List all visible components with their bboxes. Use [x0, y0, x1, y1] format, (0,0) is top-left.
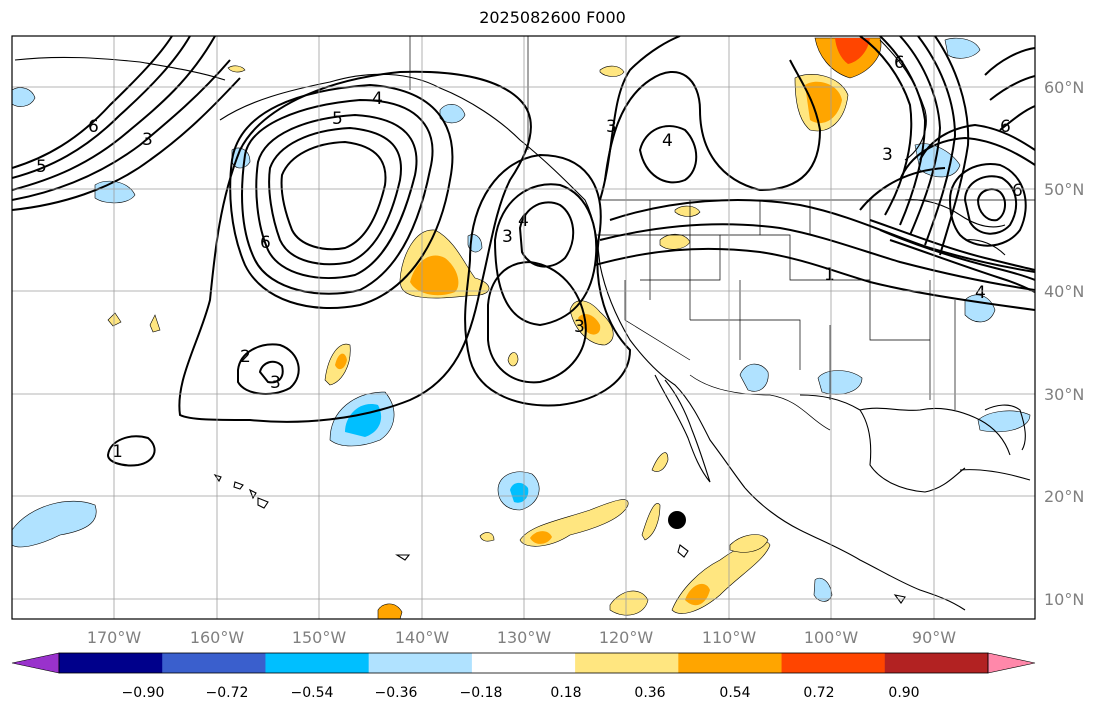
storm-position-dot — [668, 511, 686, 529]
contour-label: 3 — [606, 117, 617, 137]
colorbar-segment — [471, 653, 576, 673]
contour-label: 3 — [574, 317, 585, 337]
colorbar-frame — [58, 652, 989, 674]
contour-label: 5 — [36, 157, 47, 177]
contour-label: 1 — [824, 265, 835, 285]
contour-label-group: 6 5 4 5 6 3 2 3 1 4 3 3 3 4 1 3 6 6 6 4 — [36, 53, 1023, 462]
contour-label: 3 — [502, 227, 513, 247]
contour-label: 6 — [894, 53, 905, 73]
positive-patch — [599, 65, 625, 77]
longitude-label: 120°W — [599, 628, 654, 647]
colorbar-segment — [162, 653, 266, 673]
gridlines — [12, 36, 1035, 619]
positive-patch — [729, 534, 769, 553]
contour-label: 3 — [270, 373, 281, 393]
contour-label: 6 — [88, 117, 99, 137]
colorbar-tick-label: −0.90 — [122, 685, 165, 701]
longitude-label: 160°W — [190, 628, 245, 647]
positive-patch — [479, 532, 495, 542]
contour-label: 4 — [518, 211, 529, 231]
positive-patch — [805, 81, 842, 124]
latitude-label: 60°N — [1044, 78, 1084, 97]
latitude-label: 50°N — [1044, 180, 1084, 199]
positive-patch — [674, 205, 701, 217]
colorbar-extend-low — [11, 652, 60, 674]
colorbar-segment — [781, 653, 886, 673]
positive-patch — [149, 314, 161, 333]
longitude-label: 140°W — [395, 628, 450, 647]
contour-label: 2 — [240, 347, 251, 367]
positive-patch — [685, 583, 710, 606]
latitude-label: 10°N — [1044, 590, 1084, 609]
positive-patch — [835, 38, 870, 64]
positive-patch — [227, 65, 246, 73]
colorbar-tick-label: 0.90 — [888, 685, 919, 701]
longitude-label: 90°W — [912, 628, 956, 647]
colorbar-segment — [884, 653, 989, 673]
colorbar-tick-label: −0.36 — [375, 685, 418, 701]
longitude-label: 130°W — [497, 628, 552, 647]
longitude-label: 110°W — [702, 628, 757, 647]
contour-label: 3 — [142, 130, 153, 150]
latitude-label: 40°N — [1044, 282, 1084, 301]
colorbar-segment — [368, 653, 473, 673]
contour-label: 4 — [372, 89, 383, 109]
latitude-label: 30°N — [1044, 385, 1084, 404]
negative-patch — [12, 500, 97, 548]
map-title: 2025082600 F000 — [479, 8, 626, 27]
boundaries — [409, 36, 1035, 431]
colorbar — [11, 652, 1036, 674]
colorbar-segment — [678, 653, 783, 673]
positive-patch — [530, 531, 552, 544]
colorbar-segment — [59, 653, 163, 673]
shaded-field — [12, 37, 1031, 619]
contour-label: 1 — [112, 442, 123, 462]
latitude-label: 20°N — [1044, 487, 1084, 506]
contour-label: 3 — [882, 145, 893, 165]
colorbar-segment — [575, 653, 679, 673]
contour-label: 6 — [260, 233, 271, 253]
positive-patch — [651, 452, 669, 472]
colorbar-tick-label: −0.72 — [206, 685, 249, 701]
contour-label: 6 — [1000, 117, 1011, 137]
negative-patch — [944, 37, 981, 59]
latitude-labels: 60°N 50°N 40°N 30°N 20°N 10°N — [1044, 78, 1084, 609]
positive-patch — [609, 590, 649, 616]
negative-patch — [813, 577, 833, 602]
colorbar-tick-label: −0.54 — [291, 685, 334, 701]
positive-patch — [578, 314, 601, 335]
colorbar-ticks: −0.90 −0.72 −0.54 −0.36 −0.18 0.18 0.36 … — [122, 685, 920, 701]
colorbar-tick-label: 0.54 — [719, 685, 750, 701]
contour-label: 4 — [975, 283, 986, 303]
colorbar-extend-high — [987, 652, 1036, 674]
negative-patch — [739, 363, 769, 392]
colorbar-tick-label: −0.18 — [460, 685, 503, 701]
positive-patch — [335, 353, 347, 370]
positive-patch — [641, 503, 661, 541]
contour-label: 4 — [662, 131, 673, 151]
contour-label: 5 — [332, 109, 343, 129]
colorbar-segment — [265, 653, 370, 673]
contour-label: 6 — [1012, 181, 1023, 201]
colorbar-tick-label: 0.36 — [634, 685, 665, 701]
negative-patch — [12, 87, 36, 107]
map-frame — [11, 35, 1036, 620]
longitude-label: 170°W — [87, 628, 142, 647]
colorbar-tick-label: 0.18 — [550, 685, 581, 701]
positive-patch — [377, 603, 403, 619]
positive-patch — [507, 352, 519, 367]
longitude-label: 150°W — [292, 628, 347, 647]
longitude-label: 100°W — [804, 628, 859, 647]
longitude-labels: 170°W 160°W 150°W 140°W 130°W 120°W 110°… — [87, 628, 956, 647]
contours — [12, 36, 1035, 467]
colorbar-tick-label: 0.72 — [803, 685, 834, 701]
positive-patch — [107, 312, 122, 327]
